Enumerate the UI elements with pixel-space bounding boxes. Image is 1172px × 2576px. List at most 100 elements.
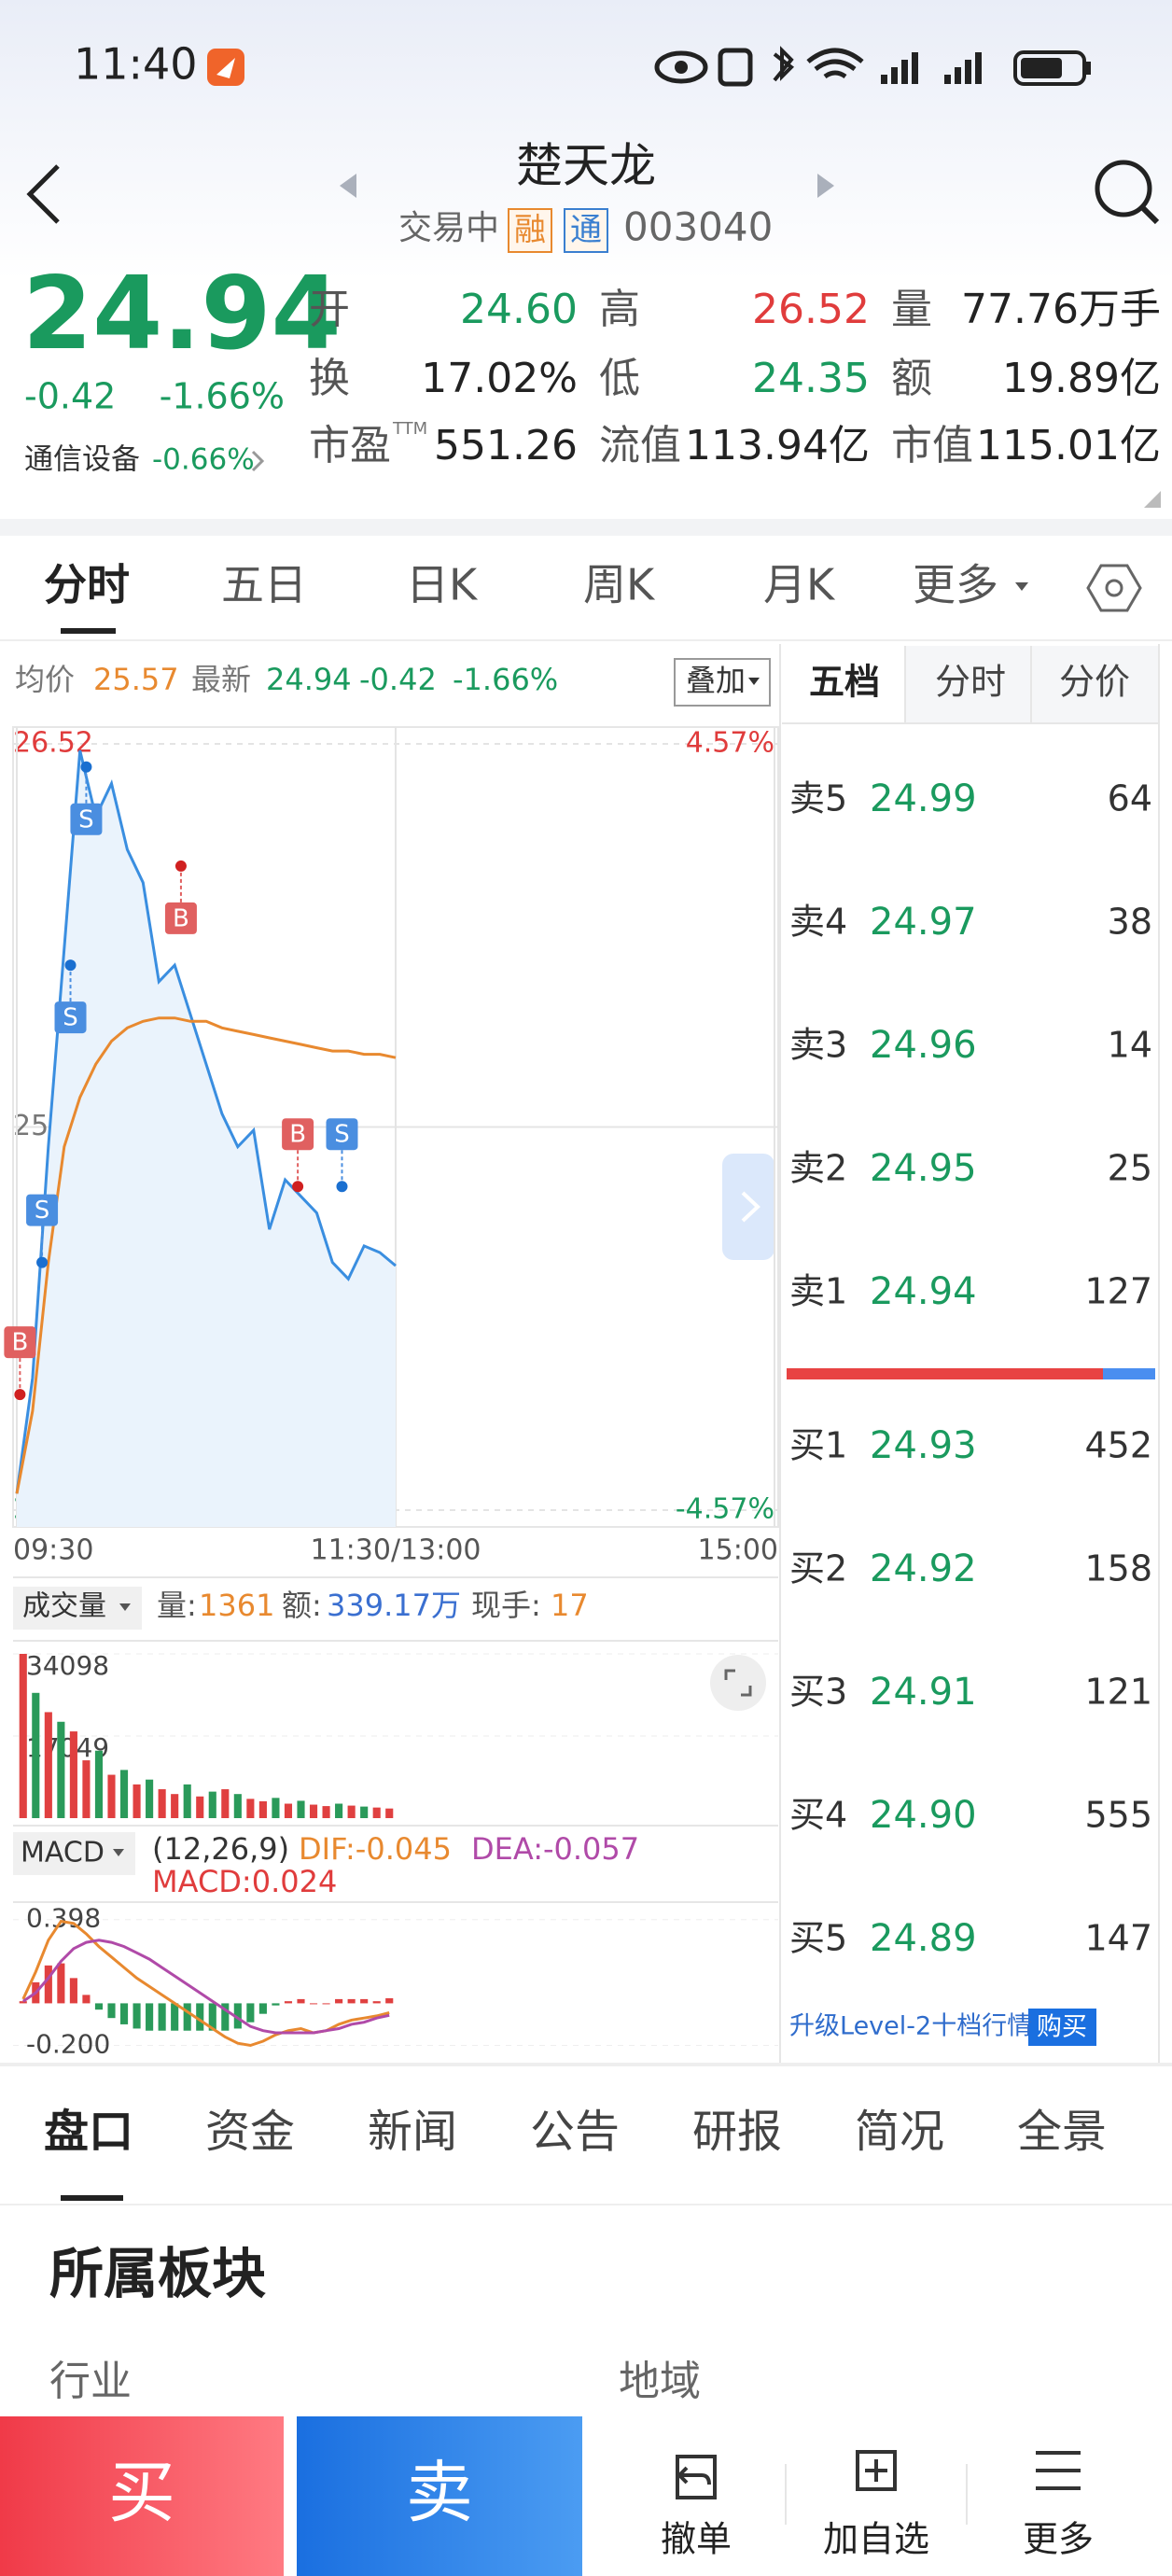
- macd-bar: [208, 2003, 216, 2031]
- sell-button[interactable]: [297, 2416, 582, 2576]
- next-stock[interactable]: [817, 174, 834, 198]
- chart-tab[interactable]: 分时: [44, 560, 130, 610]
- book-price: 24.99: [870, 777, 977, 820]
- trade-point: [36, 1256, 49, 1268]
- buy-level2-button[interactable]: [1028, 2009, 1096, 2046]
- book-label: 买4: [789, 1795, 847, 1836]
- level2-link[interactable]: 升级Level-2十档行情: [789, 2012, 1032, 2041]
- macd-bar: [221, 2003, 230, 2031]
- avg-line: [15, 1016, 397, 1494]
- macd-bar: [284, 2001, 293, 2004]
- stat-label: 市盈: [309, 422, 391, 469]
- macd-selector[interactable]: [13, 1832, 135, 1875]
- buy-text[interactable]: 买: [108, 2454, 175, 2532]
- margin-tag: [564, 208, 608, 253]
- book-price: 24.94: [870, 1270, 977, 1313]
- nfc-icon: [718, 48, 753, 87]
- detail-tab[interactable]: 简况: [855, 2106, 944, 2158]
- panel-tab[interactable]: 五档: [809, 662, 880, 703]
- buy-button[interactable]: [0, 2416, 284, 2576]
- cancel-icon[interactable]: [676, 2455, 717, 2499]
- sell-text[interactable]: 卖: [406, 2454, 473, 2532]
- expand-button[interactable]: [710, 1655, 766, 1711]
- volume-selector[interactable]: [13, 1587, 142, 1630]
- trade-point: [336, 1181, 348, 1193]
- y2-tick-label: -4.57%: [676, 1493, 774, 1526]
- detail-tab[interactable]: 资金: [205, 2106, 295, 2158]
- stat-value: 19.89亿: [1002, 355, 1161, 402]
- detail-tab[interactable]: 新闻: [368, 2106, 457, 2158]
- detail-tab[interactable]: 全景: [1017, 2106, 1107, 2158]
- trade-point: [292, 1181, 304, 1193]
- book-price: 24.90: [870, 1794, 977, 1837]
- macd-params: (12,26,9): [152, 1831, 289, 1867]
- trade-label: S: [35, 1197, 50, 1225]
- prev-stock[interactable]: [340, 174, 356, 198]
- price-change-pct: -1.66%: [160, 376, 285, 417]
- trade-badge: [164, 902, 197, 934]
- detail-tab[interactable]: 盘口: [44, 2106, 133, 2158]
- volume-bar: [183, 1784, 191, 1818]
- book-price: 24.91: [870, 1671, 977, 1714]
- overlay-text[interactable]: 叠加: [686, 663, 746, 698]
- macd-bar: [385, 1998, 394, 2004]
- more-icon[interactable]: [1036, 2451, 1081, 2490]
- panel-tab[interactable]: 分时: [935, 662, 1006, 703]
- volume-bar: [272, 1798, 280, 1818]
- volume-bar: [133, 1784, 141, 1818]
- x-tick-label: 09:30: [13, 1534, 93, 1567]
- chart-tab[interactable]: 日K: [406, 560, 479, 610]
- watchlist-icon[interactable]: [856, 2450, 897, 2491]
- chart-tab[interactable]: 月K: [763, 560, 836, 610]
- macd-bar: [335, 1998, 343, 2004]
- action-label[interactable]: 撤单: [661, 2519, 732, 2560]
- corner-mark: [1144, 491, 1161, 508]
- chart-tab[interactable]: 五日: [221, 560, 307, 610]
- y2-tick-label: 4.57%: [686, 727, 774, 760]
- chart-tab[interactable]: 周K: [583, 560, 656, 610]
- detail-tab[interactable]: 研报: [692, 2106, 782, 2158]
- price-change: -0.42: [24, 376, 116, 417]
- price-line: [15, 749, 397, 1494]
- trade-badge: [326, 1118, 358, 1151]
- detail-tab[interactable]: 公告: [530, 2106, 620, 2158]
- action-label[interactable]: 加自选: [823, 2519, 929, 2560]
- chart-tab[interactable]: 更多: [913, 560, 998, 610]
- volume-caret: [119, 1603, 131, 1611]
- stat-label: 开: [309, 286, 350, 333]
- macd-bar: [19, 2001, 27, 2004]
- book-price: 24.95: [870, 1147, 977, 1190]
- trade-label: B: [289, 1121, 306, 1149]
- volume-bar: [32, 1692, 40, 1818]
- book-volume: 555: [1084, 1795, 1152, 1836]
- stat-value: 115.01亿: [976, 422, 1161, 469]
- trade-label: B: [173, 904, 189, 932]
- sector-arrow[interactable]: [251, 450, 265, 472]
- volume-item-value: 17: [551, 1588, 589, 1623]
- volume-bar: [119, 1770, 129, 1818]
- buy-level2-text[interactable]: 购买: [1037, 2013, 1087, 2042]
- macd-selector-text[interactable]: MACD: [21, 1837, 105, 1869]
- stat-label: 量: [891, 286, 932, 333]
- macd-bar: [196, 2003, 204, 2031]
- macd-bar: [171, 2003, 179, 2031]
- bottom-tab-underline: [61, 2195, 123, 2201]
- panel-tab[interactable]: 分价: [1059, 662, 1130, 703]
- margin-tag: [508, 208, 552, 253]
- price-area: [17, 750, 396, 1527]
- volume-bar: [146, 1779, 154, 1818]
- ask-ratio-bar: [787, 1368, 1103, 1379]
- volume-bar: [171, 1794, 179, 1818]
- search-button[interactable]: [1095, 160, 1152, 217]
- sector-name[interactable]: 通信设备: [24, 443, 140, 477]
- stat-value: 17.02%: [421, 355, 578, 402]
- signal-icon: [881, 52, 982, 84]
- settings-icon[interactable]: [1086, 564, 1142, 612]
- back-button[interactable]: [26, 164, 60, 224]
- more-caret: [1015, 582, 1028, 591]
- volume-selector-text[interactable]: 成交量: [22, 1590, 106, 1623]
- action-label[interactable]: 更多: [1023, 2519, 1094, 2560]
- trade-point: [14, 1389, 26, 1401]
- collapse-handle[interactable]: [722, 1154, 774, 1260]
- stat-label: 低: [599, 355, 640, 402]
